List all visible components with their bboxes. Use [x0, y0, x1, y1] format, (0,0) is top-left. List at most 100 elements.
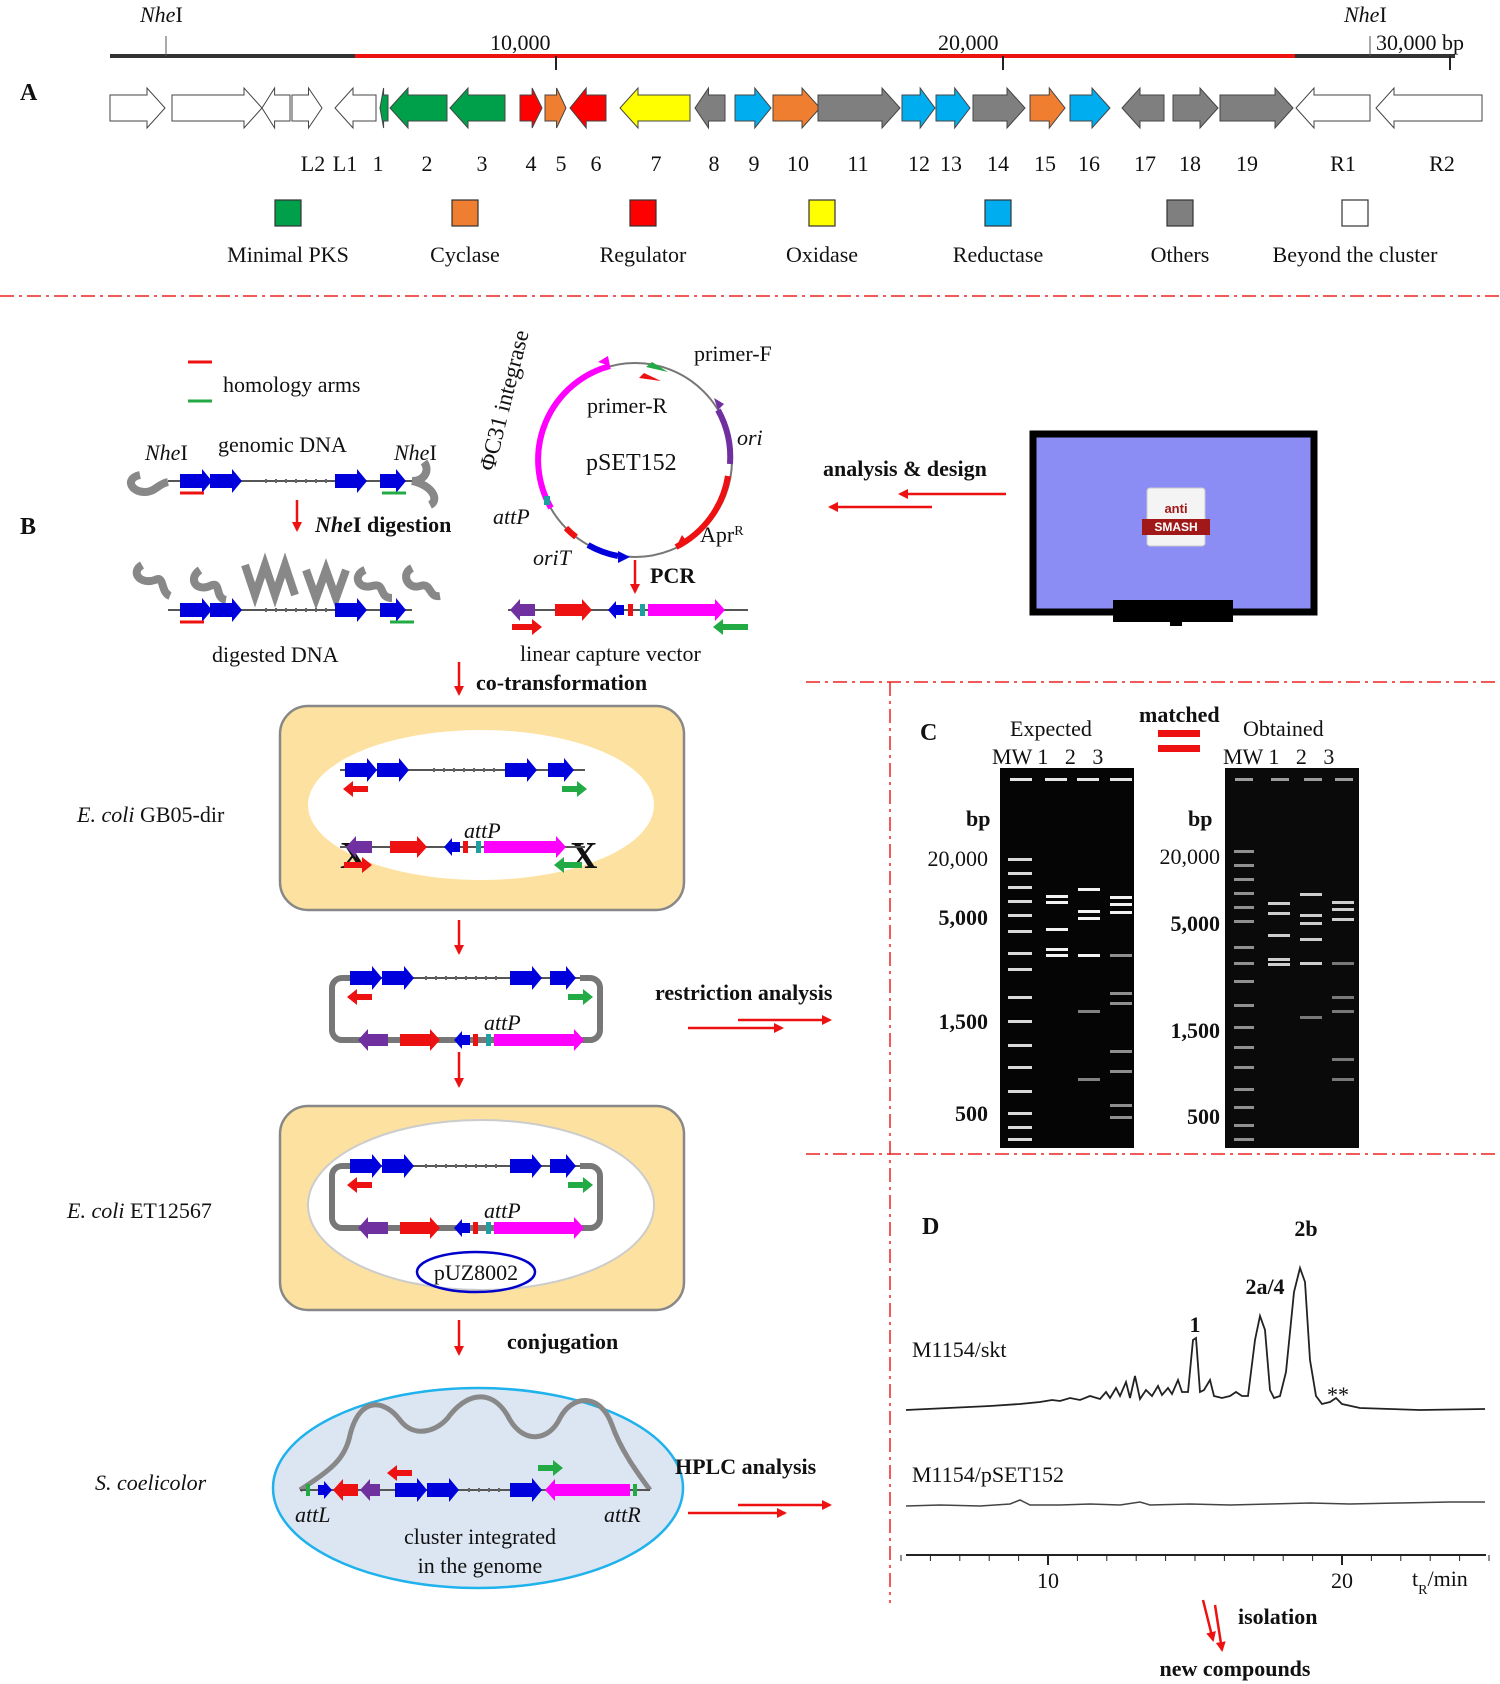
nhe-right-label: NheI — [1343, 2, 1387, 27]
gel-band — [1234, 850, 1254, 853]
genomic-dna-label: genomic DNA — [218, 432, 347, 457]
primer-f-label: primer-F — [694, 341, 772, 366]
gel-obtained — [1225, 768, 1359, 1148]
gel-band — [1268, 902, 1290, 905]
matched-label: matched — [1139, 702, 1220, 727]
bp-label-expected: bp — [966, 806, 990, 831]
legend-swatch — [629, 199, 657, 227]
gel-band — [1234, 892, 1254, 895]
gene-arrow — [109, 86, 166, 130]
expected-label: Expected — [1010, 716, 1092, 741]
gel-band — [1268, 958, 1290, 961]
new-compounds-label: new compounds — [1160, 1656, 1311, 1681]
integrase-arrowhead — [598, 356, 610, 366]
attl-label: attL — [295, 1502, 330, 1527]
plasmid-name: pSET152 — [586, 450, 677, 476]
nhe1-label: NheI — [144, 440, 188, 465]
attp-label-1: attP — [464, 818, 501, 843]
ecoli-gb05-label: E. coli GB05-dir — [76, 802, 225, 827]
legend-label: Minimal PKS — [227, 242, 349, 267]
gene-arrow — [734, 86, 772, 130]
marker-20000-obtained: 20,000 — [1160, 844, 1221, 869]
gene-label: 3 — [477, 151, 488, 176]
sample-pset152-label: M1154/pSET152 — [912, 1462, 1064, 1487]
scale-bar: NheI 10,000 20,000 NheI 30,000 bp — [110, 2, 1464, 70]
gel-band — [1110, 911, 1132, 914]
genomic-dna-left-squiggle — [127, 471, 170, 497]
gel-band — [1008, 914, 1032, 917]
s-coelicolor-label: S. coelicolor — [95, 1470, 207, 1495]
gel-band — [1110, 896, 1132, 899]
genomic-dna-right-squiggle — [410, 459, 439, 509]
conjugation-label: conjugation — [507, 1329, 618, 1354]
gene-arrow-blue — [180, 469, 212, 493]
orit-element — [563, 525, 578, 540]
marker-20000-expected: 20,000 — [928, 846, 989, 871]
gel-band — [1008, 952, 1032, 955]
gel-band — [1008, 1044, 1032, 1047]
gene-label: L1 — [333, 151, 357, 176]
gel-band — [1332, 918, 1354, 921]
gel-band — [1300, 893, 1322, 896]
gel-band — [1234, 906, 1254, 909]
isolation-arrow-1 — [1201, 1599, 1216, 1642]
gel-band — [1046, 954, 1068, 957]
gene-arrow — [449, 86, 506, 130]
linear-vector-label: linear capture vector — [520, 641, 701, 666]
legend-swatch — [1166, 199, 1194, 227]
gel-band — [1110, 1104, 1132, 1107]
gel-band — [1234, 1066, 1254, 1069]
blue-element — [586, 542, 619, 559]
gene-arrow — [171, 86, 263, 130]
gel-band — [1268, 934, 1290, 937]
tick-10-label: 10 — [1037, 1568, 1059, 1593]
pcr-label: PCR — [650, 563, 696, 588]
gel-band — [1008, 1138, 1032, 1141]
gene-arrow — [694, 86, 726, 130]
monitor-stand — [1113, 600, 1233, 622]
legend-label: Others — [1151, 242, 1210, 267]
gel-band — [1234, 1124, 1254, 1127]
tick-30k-label: 30,000 bp — [1376, 30, 1464, 55]
gene-label: 4 — [526, 151, 537, 176]
gene-arrow — [1121, 86, 1165, 130]
peak-2b-label: 2b — [1294, 1216, 1317, 1241]
gel-band — [1046, 948, 1068, 951]
obtained-label: Obtained — [1243, 716, 1324, 741]
peak-2a4-label: 2a/4 — [1245, 1274, 1284, 1299]
gel-band — [1008, 968, 1032, 971]
gel-band — [1110, 1070, 1132, 1073]
gene-arrow — [772, 86, 821, 130]
attp-site — [544, 496, 550, 505]
gene-label: 2 — [422, 151, 433, 176]
gel-band — [1268, 912, 1290, 915]
linear-capture-vector — [508, 599, 748, 635]
gel-band — [1078, 1078, 1100, 1081]
legend-label: Oxidase — [786, 242, 858, 267]
gel-band — [1234, 1026, 1254, 1029]
ori-label: ori — [737, 425, 763, 450]
gene-arrow-blue — [380, 598, 406, 622]
gene-arrow-blue — [380, 469, 406, 493]
matched-bar-top — [1158, 730, 1200, 737]
legend-label: Cyclase — [430, 242, 500, 267]
primer-r-arrow — [639, 373, 661, 381]
gene-label: 18 — [1179, 151, 1201, 176]
gel-band — [1110, 778, 1132, 781]
gene-arrow-blue — [180, 598, 212, 622]
gel-band — [1078, 1010, 1100, 1013]
puz8002-plasmid — [415, 1250, 537, 1294]
expected-lanes: MW 1 2 3 — [992, 744, 1103, 769]
gel-band — [1008, 872, 1032, 875]
marker-500-obtained: 500 — [1187, 1104, 1220, 1129]
gene-label: R2 — [1429, 151, 1455, 176]
gel-band — [1332, 1078, 1354, 1081]
gel-band — [1300, 962, 1322, 965]
integrase-label: ΦC31 integrase — [475, 328, 534, 474]
gel-band — [1304, 778, 1322, 781]
primer-f-arrow — [646, 362, 668, 372]
gel-bands — [1008, 778, 1354, 1141]
antismash-logo — [1146, 487, 1206, 547]
plasmid-in-donor: attP — [329, 1154, 603, 1239]
